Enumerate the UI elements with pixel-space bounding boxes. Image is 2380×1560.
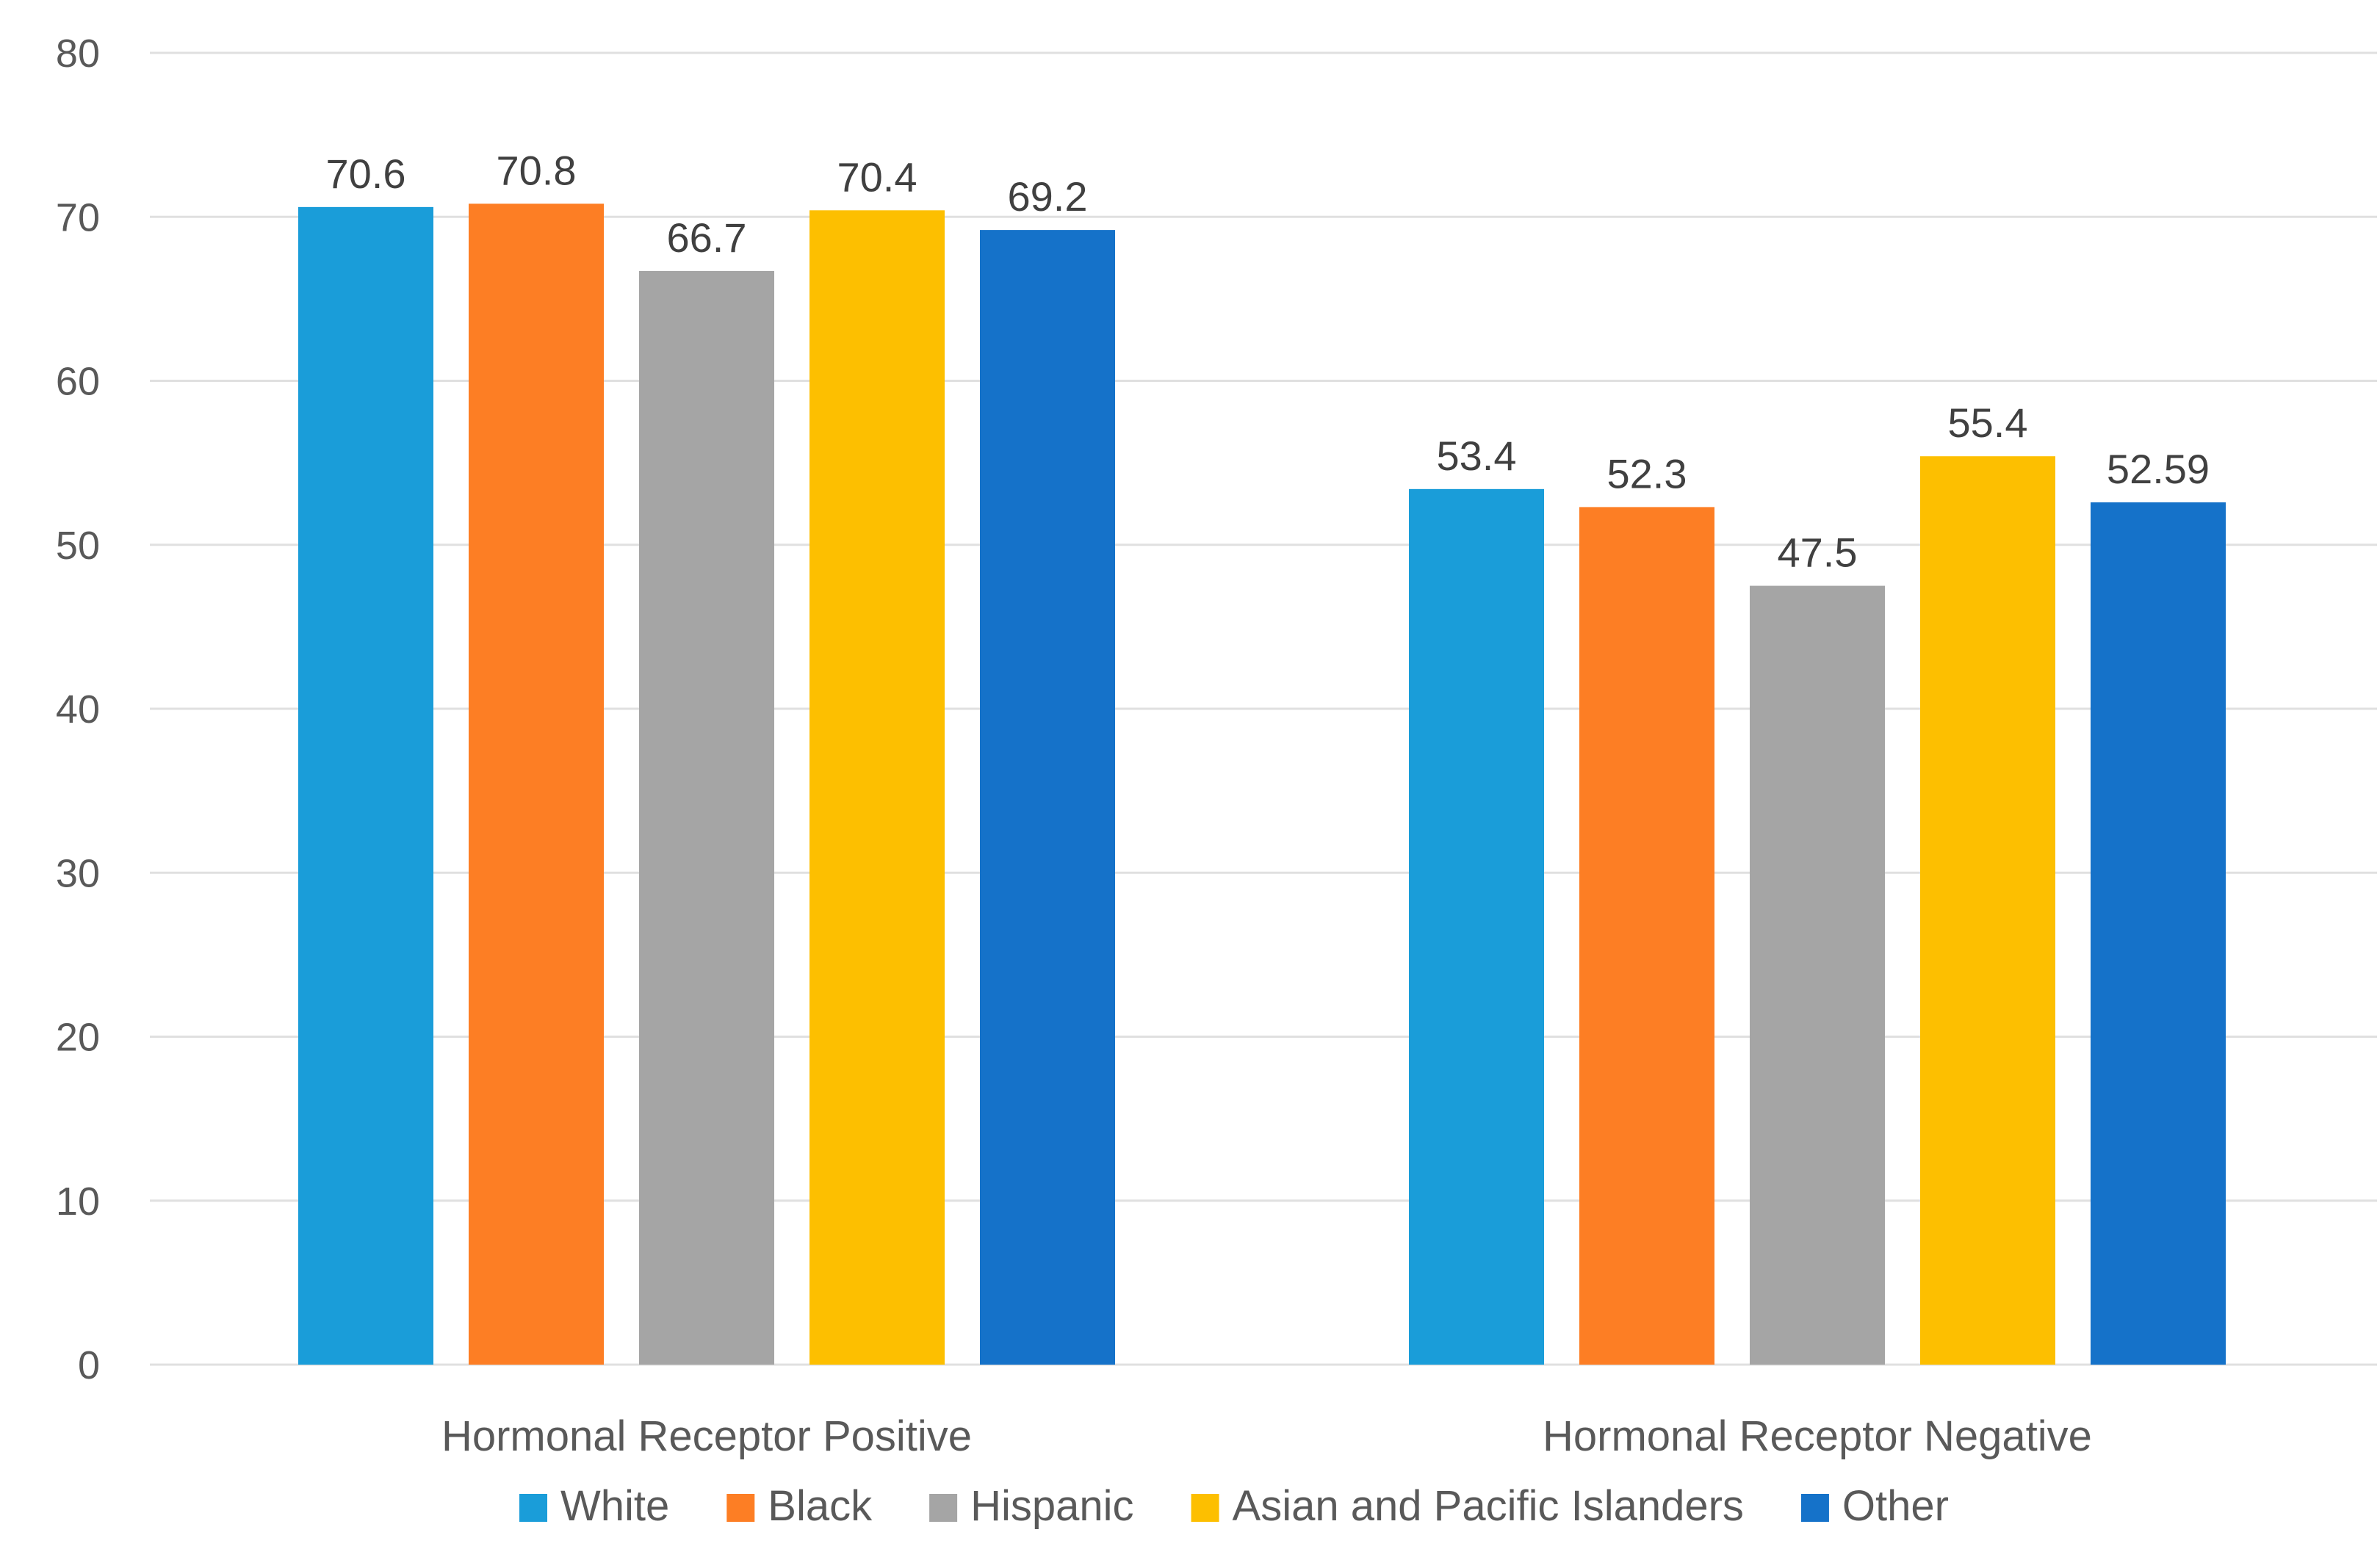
legend-label-black: Black [768,1482,873,1530]
y-tick-label-60: 60 [56,360,100,404]
bar-white-positive [298,206,433,1365]
bar-white-negative [1409,488,1544,1365]
bar-asian-and-pacific-islanders-negative [1920,456,2055,1365]
legend-label-hispanic: Hispanic [970,1482,1133,1530]
bar-other-positive [980,230,1115,1365]
data-label-asian-and-pacific-islanders-positive: 70.4 [837,154,917,200]
y-tick-label-0: 0 [78,1343,100,1387]
legend-swatch-asian-and-pacific-islanders [1191,1494,1219,1522]
data-label-other-positive: 69.2 [1008,173,1088,220]
legend-item-other: Other [1800,1482,1949,1530]
y-tick-label-50: 50 [56,524,100,568]
y-tick-label-30: 30 [56,851,100,895]
category-label-positive: Hormonal Receptor Positive [441,1412,972,1460]
data-label-other-negative: 52.59 [2107,446,2210,492]
legend-item-asian-and-pacific-islanders: Asian and Pacific Islanders [1191,1482,1744,1530]
data-label-black-negative: 52.3 [1607,450,1687,496]
legend-swatch-hispanic [929,1494,958,1522]
data-label-hispanic-negative: 47.5 [1778,530,1858,576]
legend-item-hispanic: Hispanic [929,1482,1134,1530]
data-label-white-negative: 53.4 [1437,433,1517,479]
bar-hispanic-positive [639,270,774,1365]
data-labels: 70.6 70.8 66.7 70.4 69.2 53.4 52.3 47.5 55.4 52.5… [326,147,2210,575]
y-tick-label-40: 40 [56,687,100,732]
category-label-negative: Hormonal Receptor Negative [1543,1412,2092,1460]
bars [298,203,2226,1365]
legend-label-asian-and-pacific-islanders: Asian and Pacific Islanders [1233,1482,1744,1530]
data-label-black-positive: 70.8 [497,147,577,193]
legend-swatch-other [1800,1494,1829,1522]
bar-other-negative [2091,502,2226,1365]
y-tick-label-20: 20 [56,1016,100,1060]
data-label-white-positive: 70.6 [326,151,406,197]
y-tick-label-70: 70 [56,195,100,239]
legend-label-other: Other [1842,1482,1949,1530]
legend-swatch-white [519,1494,548,1522]
data-label-asian-and-pacific-islanders-negative: 55.4 [1948,400,2028,446]
legend-item-white: White [519,1482,669,1530]
bar-black-positive [469,203,604,1365]
legend-swatch-black [726,1494,755,1522]
bar-hispanic-negative [1750,585,1885,1365]
y-tick-label-80: 80 [56,32,100,76]
bar-asian-and-pacific-islanders-positive [809,210,945,1365]
bar-black-negative [1579,507,1714,1365]
legend-label-white: White [560,1482,669,1530]
legend-item-black: Black [726,1482,873,1530]
legend: White Black Hispanic Asian and Pacific Isla… [519,1482,1949,1530]
y-axis-tick-labels: 0 10 20 30 40 50 60 70 80 [56,32,100,1387]
y-tick-label-10: 10 [56,1180,100,1224]
data-label-hispanic-positive: 66.7 [667,214,747,261]
x-axis-category-labels: Hormonal Receptor Positive Hormonal Recep… [441,1412,2092,1460]
